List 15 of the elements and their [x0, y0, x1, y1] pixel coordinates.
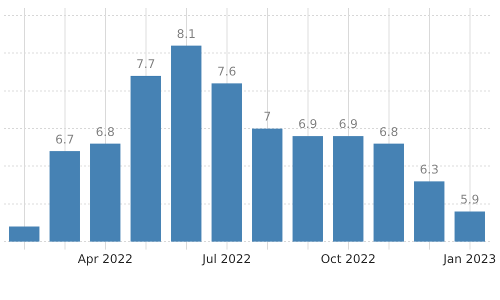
data-label: 7.7 [136, 56, 156, 71]
x-tick-label: Oct 2022 [320, 252, 376, 266]
data-label: 8.1 [176, 26, 196, 41]
data-label: 7 [263, 110, 272, 124]
data-label: 7.6 [217, 64, 236, 78]
data-label: 6.7 [55, 132, 74, 146]
data-label: 5.9 [460, 192, 480, 207]
x-tick-label: Apr 2022 [78, 252, 133, 266]
data-label: 6.9 [298, 117, 318, 132]
data-label: 6.8 [379, 124, 398, 139]
data-label: 6.9 [338, 117, 358, 132]
data-label: 6.8 [96, 124, 115, 139]
x-tick-label: Jul 2022 [201, 252, 252, 266]
data-label: 6.3 [420, 162, 439, 176]
x-tick-label: Jan 2023 [442, 252, 496, 266]
